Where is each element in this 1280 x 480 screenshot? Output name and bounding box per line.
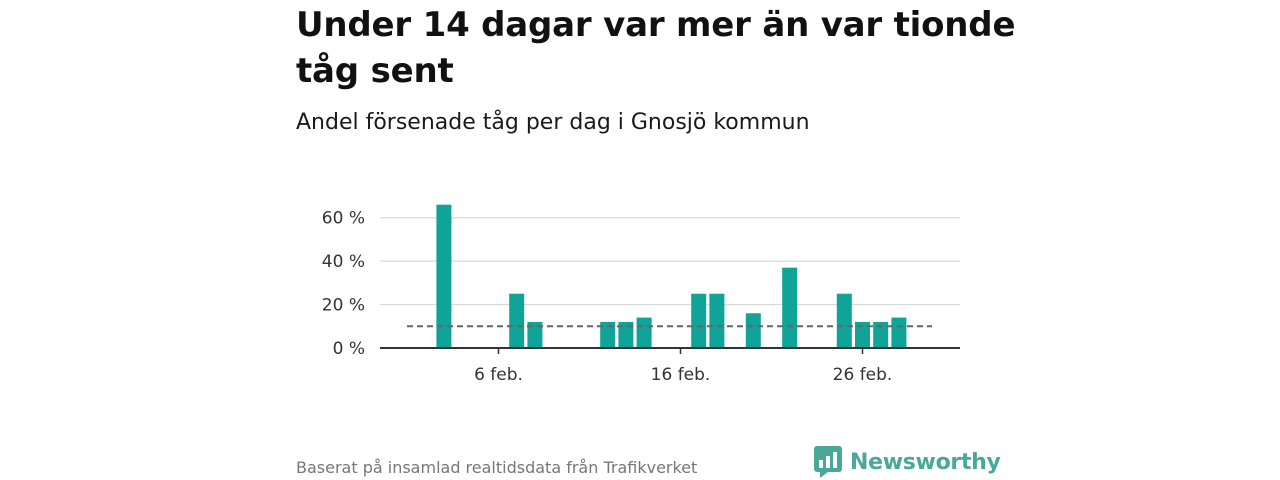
bar (745, 313, 761, 348)
x-tick-label: 16 feb. (651, 365, 711, 385)
chart-subtitle: Andel försenade tåg per dag i Gnosjö kom… (296, 110, 810, 135)
newsworthy-logo-icon (814, 446, 842, 478)
source-note: Baserat på insamlad realtidsdata från Tr… (296, 458, 698, 477)
bar (527, 321, 543, 348)
y-tick-label: 40 % (322, 252, 365, 272)
bar (691, 293, 707, 348)
bar (509, 293, 525, 348)
y-tick-label: 0 % (333, 339, 365, 359)
bar (636, 317, 652, 348)
bar (855, 321, 870, 348)
bar (891, 317, 907, 348)
bar (709, 293, 725, 348)
bar (600, 321, 616, 348)
bar (836, 293, 852, 348)
y-tick-label: 60 % (322, 209, 365, 229)
bar (436, 204, 452, 348)
y-tick-label: 20 % (322, 296, 365, 316)
x-tick-label: 26 feb. (833, 365, 893, 385)
x-tick-label: 6 feb. (474, 365, 523, 385)
chart-title: Under 14 dagar var mer än var tionde tåg… (296, 5, 1016, 91)
brand-name: Newsworthy (850, 449, 1001, 475)
newsworthy-logo: Newsworthy (814, 446, 1001, 478)
bar (618, 321, 634, 348)
bar (873, 321, 889, 348)
bar (782, 267, 798, 348)
